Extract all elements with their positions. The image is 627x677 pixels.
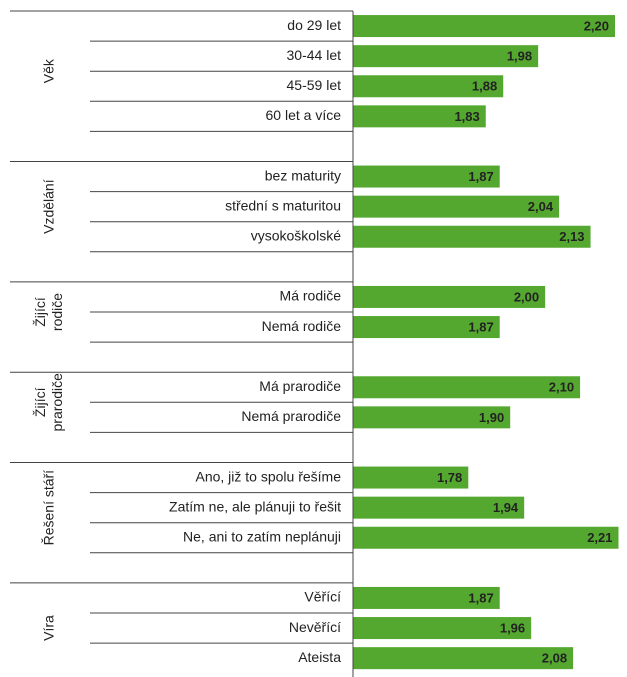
category-label: bez maturity <box>265 167 341 183</box>
value-label: 1,83 <box>454 109 479 124</box>
category-label: Zatím ne, ale plánuji to řešit <box>169 498 341 514</box>
category-label: Ateista <box>298 649 341 665</box>
group-label: Žijící <box>32 387 48 417</box>
bar <box>353 526 619 549</box>
bar <box>353 105 486 128</box>
value-label: 1,94 <box>493 500 519 515</box>
category-label: vysokoškolské <box>251 227 341 243</box>
group-label: Víra <box>41 615 57 641</box>
bar <box>353 376 581 399</box>
category-label: Ne, ani to zatím neplánuji <box>183 528 341 544</box>
group-label: Vzdělání <box>41 179 57 234</box>
category-label: Věřící <box>304 589 341 605</box>
bar <box>353 496 525 519</box>
value-label: 2,20 <box>584 18 609 33</box>
bar <box>353 15 616 38</box>
bar <box>353 45 539 68</box>
bar <box>353 316 500 339</box>
category-label: Nevěřící <box>289 619 341 635</box>
bar <box>353 285 546 308</box>
value-label: 2,00 <box>514 289 539 304</box>
category-label: 60 let a více <box>266 107 342 123</box>
value-label: 1,88 <box>472 79 497 94</box>
category-label: Ano, již to spolu řešíme <box>195 468 341 484</box>
value-label: 1,87 <box>468 590 493 605</box>
value-label: 1,78 <box>437 470 462 485</box>
category-label: do 29 let <box>287 17 341 33</box>
category-label: 30-44 let <box>287 47 342 63</box>
bar <box>353 586 500 609</box>
value-label: 1,87 <box>468 319 493 334</box>
value-label: 1,98 <box>507 49 532 64</box>
category-label: Nemá rodiče <box>262 318 342 334</box>
bar <box>353 75 504 98</box>
bar <box>353 466 469 489</box>
value-label: 1,87 <box>468 169 493 184</box>
value-label: 2,21 <box>587 530 612 545</box>
value-label: 2,04 <box>528 199 554 214</box>
bar <box>353 647 574 670</box>
category-label: Má rodiče <box>280 288 342 304</box>
group-label: Řešení stáří <box>41 470 57 546</box>
category-label: 45-59 let <box>287 77 342 93</box>
category-label: Nemá prarodiče <box>241 408 341 424</box>
bar <box>353 225 591 248</box>
value-label: 1,96 <box>500 620 525 635</box>
bar <box>353 406 511 429</box>
value-label: 2,08 <box>542 651 567 666</box>
bar <box>353 195 560 218</box>
value-label: 2,10 <box>549 380 574 395</box>
category-label: Má prarodiče <box>259 378 341 394</box>
bar <box>353 165 500 188</box>
value-label: 2,13 <box>559 229 584 244</box>
category-label: střední s maturitou <box>225 197 341 213</box>
bar <box>353 617 532 640</box>
value-label: 1,90 <box>479 410 504 425</box>
group-label: Věk <box>41 58 57 83</box>
group-label: Žijící <box>32 297 48 327</box>
group-label: prarodiče <box>49 373 65 432</box>
group-label: rodiče <box>49 293 65 331</box>
